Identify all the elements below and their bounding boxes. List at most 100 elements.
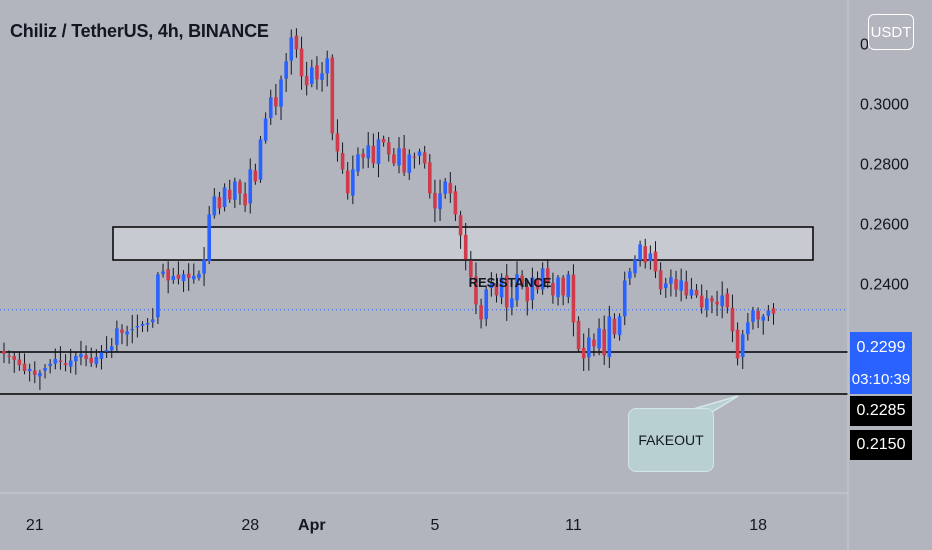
candle — [551, 272, 555, 304]
candle-body — [145, 323, 150, 325]
candle — [453, 185, 458, 222]
candle-body — [545, 268, 550, 284]
candle-body — [233, 181, 237, 200]
resistance-label: RESISTANCE — [468, 275, 552, 290]
candle — [561, 275, 565, 306]
candle — [530, 267, 535, 309]
candle — [679, 268, 683, 302]
candle — [658, 262, 663, 295]
candle — [371, 133, 376, 168]
candle — [43, 364, 47, 379]
candle-body — [556, 277, 560, 298]
candle-body — [310, 67, 314, 84]
candle-body — [761, 316, 766, 321]
candle — [438, 179, 442, 221]
candle — [458, 210, 463, 249]
candle-body — [705, 298, 709, 310]
candle — [192, 263, 196, 284]
candle-body — [356, 154, 360, 172]
candle — [176, 261, 181, 285]
candle — [130, 314, 135, 344]
current-price-tag: 0.2299 — [850, 332, 912, 364]
candle-body — [412, 156, 417, 158]
candle-body — [433, 192, 437, 209]
candle-body — [417, 151, 422, 156]
candle-body — [161, 271, 165, 275]
candle-body — [376, 139, 381, 165]
candle — [556, 274, 560, 306]
candle — [294, 28, 299, 58]
candle — [376, 131, 381, 178]
candle — [222, 183, 227, 212]
candle — [299, 36, 304, 90]
candle — [648, 245, 653, 270]
candle — [761, 313, 766, 335]
candle — [735, 322, 740, 366]
candle — [766, 305, 771, 322]
candle — [489, 272, 494, 297]
candle — [68, 348, 73, 374]
candle — [202, 247, 206, 287]
candle — [540, 262, 545, 295]
candle-body — [699, 295, 704, 308]
candle-body — [212, 196, 217, 216]
candle-body — [207, 214, 211, 261]
candle-body — [407, 154, 412, 173]
candle-body — [99, 352, 104, 359]
candle — [279, 75, 283, 120]
candle-body — [166, 269, 170, 281]
candle — [433, 179, 437, 223]
candle — [720, 281, 724, 319]
candle — [545, 259, 550, 289]
candle-body — [617, 316, 622, 336]
candle — [156, 271, 160, 325]
candle-body — [679, 280, 683, 291]
candle-body — [22, 363, 27, 371]
candle-body — [263, 118, 268, 141]
candle — [633, 255, 637, 278]
candle-body — [315, 65, 319, 80]
candle — [351, 155, 355, 205]
candle — [587, 328, 591, 371]
candle-body — [397, 148, 401, 166]
candle-body — [248, 169, 253, 204]
candle — [643, 238, 648, 269]
candle-body — [109, 346, 114, 351]
candle — [607, 305, 612, 368]
candle — [268, 89, 273, 125]
candle-body — [746, 322, 750, 335]
resistance-box — [112, 226, 814, 261]
candle — [63, 354, 68, 372]
candle — [17, 352, 22, 371]
candle — [417, 148, 422, 165]
candle-body — [279, 79, 283, 107]
candle — [2, 342, 6, 364]
candle-body — [335, 133, 340, 152]
candle-body — [274, 97, 278, 107]
candle-body — [684, 281, 689, 296]
candle — [412, 152, 417, 169]
candle — [325, 50, 329, 87]
candle — [653, 241, 658, 279]
x-tick-label: 5 — [430, 517, 439, 534]
candle-body — [458, 215, 463, 236]
candle-body — [756, 310, 760, 320]
candle — [140, 321, 145, 333]
candle — [135, 314, 140, 338]
candle-body — [530, 277, 535, 300]
candle-body — [628, 271, 632, 279]
candle-body — [566, 274, 571, 298]
candle-body — [392, 154, 396, 164]
candle — [592, 333, 596, 357]
currency-button[interactable]: USDT — [868, 14, 914, 50]
candle-body — [587, 337, 591, 358]
candle-body — [140, 323, 145, 326]
y-tick-label: 0.2600 — [860, 216, 909, 233]
candle — [89, 347, 94, 367]
fakeout-label: FAKEOUT — [628, 408, 714, 472]
candle-body — [592, 339, 596, 347]
candle — [22, 353, 27, 375]
candle-body — [130, 329, 135, 331]
candle — [422, 145, 427, 169]
